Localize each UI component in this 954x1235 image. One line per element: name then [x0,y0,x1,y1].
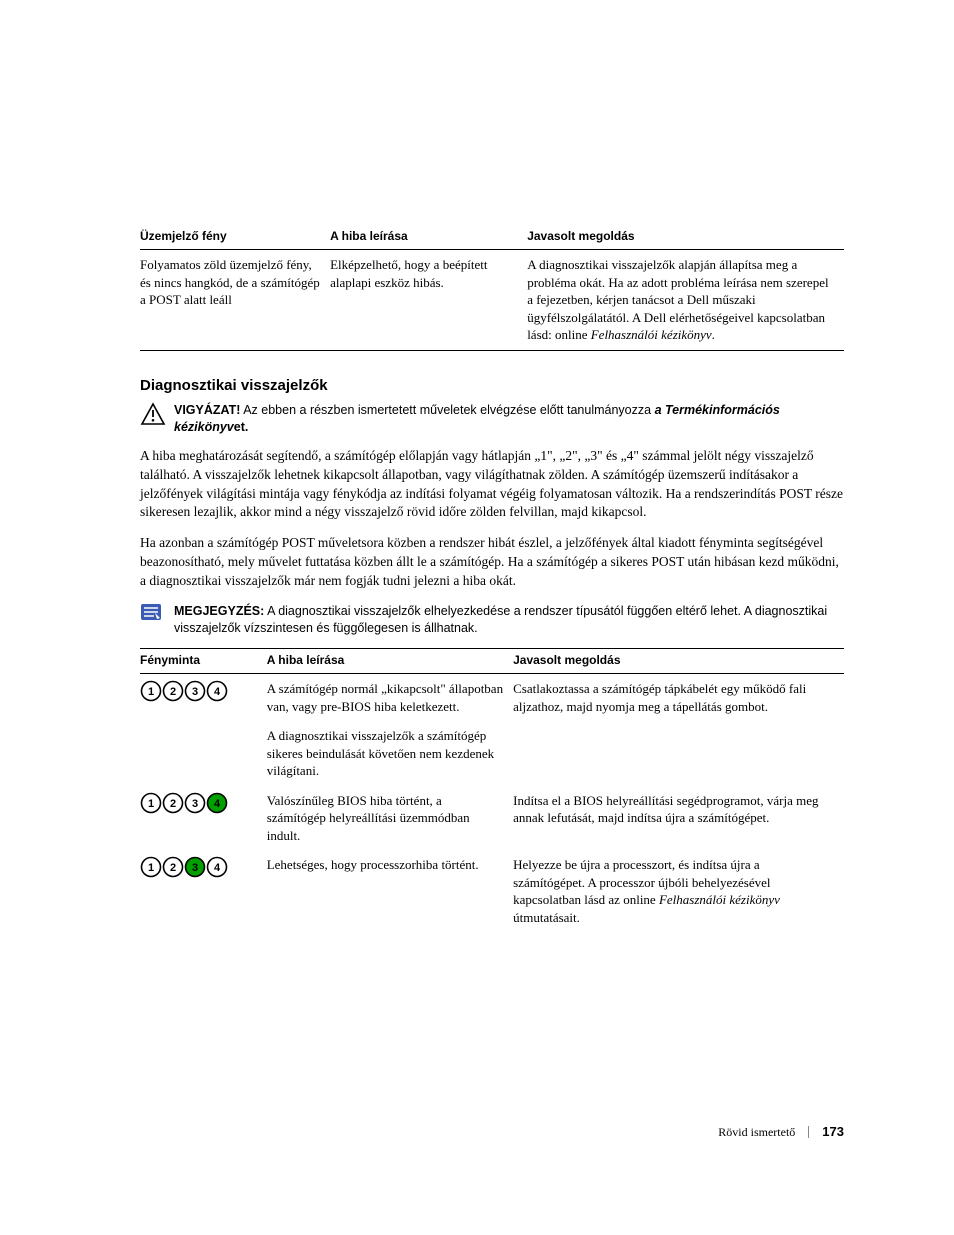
led-1-icon: 1 [140,792,162,819]
light-pattern: 1 2 3 4 [140,856,257,883]
diag-sol-text: Csatlakoztassa a számítógép tápkábelét e… [513,681,806,714]
footer-sep [808,1126,809,1138]
cell-desc: Elképzelhető, hogy a beépített alaplapi … [330,250,527,351]
cell-pattern: 1 2 3 4 [140,673,267,721]
led-2-icon: 2 [162,680,184,707]
cell-diag-desc: A számítógép normál „kikapcsolt" állapot… [267,673,513,721]
cell-pattern: 1 2 3 4 [140,850,267,932]
diag-header-row: FénymintaA hiba leírásaJavasolt megoldás [140,649,844,674]
light-pattern: 1 2 3 4 [140,792,257,819]
led-1-icon: 1 [140,856,162,883]
note-icon [140,603,168,626]
svg-text:2: 2 [170,686,176,698]
power-light-table: Üzemjelző fény A hiba leírása Javasolt m… [140,225,844,351]
page-container: Üzemjelző fény A hiba leírása Javasolt m… [0,0,954,1235]
diag-row: 1 2 3 4 Valószínűleg BIOS hiba történt, … [140,786,844,851]
warning-icon [140,402,168,431]
svg-text:4: 4 [214,798,221,810]
led-1-icon: 1 [140,680,162,707]
svg-text:3: 3 [192,862,198,874]
table-header-row: Üzemjelző fény A hiba leírása Javasolt m… [140,225,844,250]
caution-label: VIGYÁZAT! [174,403,240,417]
led-2-icon: 2 [162,856,184,883]
diag-sol-italic: Felhasználói kézikönyv [659,892,780,907]
th-power: Üzemjelző fény [140,225,330,250]
cell-diag-sol: Indítsa el a BIOS helyreállítási segédpr… [513,786,844,851]
sol-italic: Felhasználói kézikönyv [591,327,712,342]
note-callout: MEGJEGYZÉS: A diagnosztikai visszajelzők… [140,603,844,638]
svg-text:3: 3 [192,798,198,810]
diag-row: 1 2 3 4 A számítógép normál „kikapcsolt"… [140,673,844,721]
paragraph-2: Ha azonban a számítógép POST műveletsora… [140,534,844,591]
paragraph-1: A hiba meghatározását segítendő, a számí… [140,447,844,523]
th-pattern: Fényminta [140,649,267,674]
light-pattern: 1 2 3 4 [140,680,257,707]
cell-diag-desc: Lehetséges, hogy processzorhiba történt. [267,850,513,932]
led-4-icon: 4 [206,792,228,819]
led-2-icon: 2 [162,792,184,819]
cell-diag-sol: Helyezze be újra a processzort, és indít… [513,850,844,932]
cell-power: Folyamatos zöld üzemjelző fény, és nincs… [140,250,330,351]
diag-subrow: A diagnosztikai visszajelzők a számítógé… [140,721,844,786]
led-4-icon: 4 [206,856,228,883]
cell-diag-sub: A diagnosztikai visszajelzők a számítógé… [267,721,513,786]
led-3-icon: 3 [184,856,206,883]
th-sol: Javasolt megoldás [527,225,844,250]
led-3-icon: 3 [184,792,206,819]
th-diag-sol: Javasolt megoldás [513,649,844,674]
svg-text:1: 1 [148,798,154,810]
th-diag-desc: A hiba leírása [267,649,513,674]
svg-text:4: 4 [214,686,221,698]
cell-diag-desc: Valószínűleg BIOS hiba történt, a számít… [267,786,513,851]
section-title: Diagnosztikai visszajelzők [140,377,844,394]
page-number: 173 [822,1124,844,1139]
caution-callout: VIGYÁZAT! Az ebben a részben ismertetett… [140,402,844,437]
led-4-icon: 4 [206,680,228,707]
note-label: MEGJEGYZÉS: [174,604,264,618]
svg-text:1: 1 [148,686,154,698]
footer-text: Rövid ismertető [718,1125,795,1139]
svg-text:1: 1 [148,862,154,874]
note-text: MEGJEGYZÉS: A diagnosztikai visszajelzők… [174,603,844,638]
caution-post: et. [234,420,249,434]
svg-text:2: 2 [170,798,176,810]
svg-text:2: 2 [170,862,176,874]
sol-post: . [712,327,715,342]
svg-text:4: 4 [214,862,221,874]
note-body: A diagnosztikai visszajelzők elhelyezked… [174,604,827,636]
cell-diag-sol: Csatlakoztassa a számítógép tápkábelét e… [513,673,844,721]
cell-pattern: 1 2 3 4 [140,786,267,851]
caution-pre: Az ebben a részben ismertetett műveletek… [240,403,654,417]
diag-sol-text: Indítsa el a BIOS helyreállítási segédpr… [513,793,818,826]
cell-sol: A diagnosztikai visszajelzők alapján áll… [527,250,844,351]
diag-row: 1 2 3 4 Lehetséges, hogy processzorhiba … [140,850,844,932]
th-desc: A hiba leírása [330,225,527,250]
led-3-icon: 3 [184,680,206,707]
diag-sol-post: útmutatásait. [513,910,580,925]
page-footer: Rövid ismertető 173 [718,1124,844,1140]
table-row: Folyamatos zöld üzemjelző fény, és nincs… [140,250,844,351]
caution-text: VIGYÁZAT! Az ebben a részben ismertetett… [174,402,844,437]
svg-text:3: 3 [192,686,198,698]
diagnostic-table: FénymintaA hiba leírásaJavasolt megoldás… [140,648,844,933]
